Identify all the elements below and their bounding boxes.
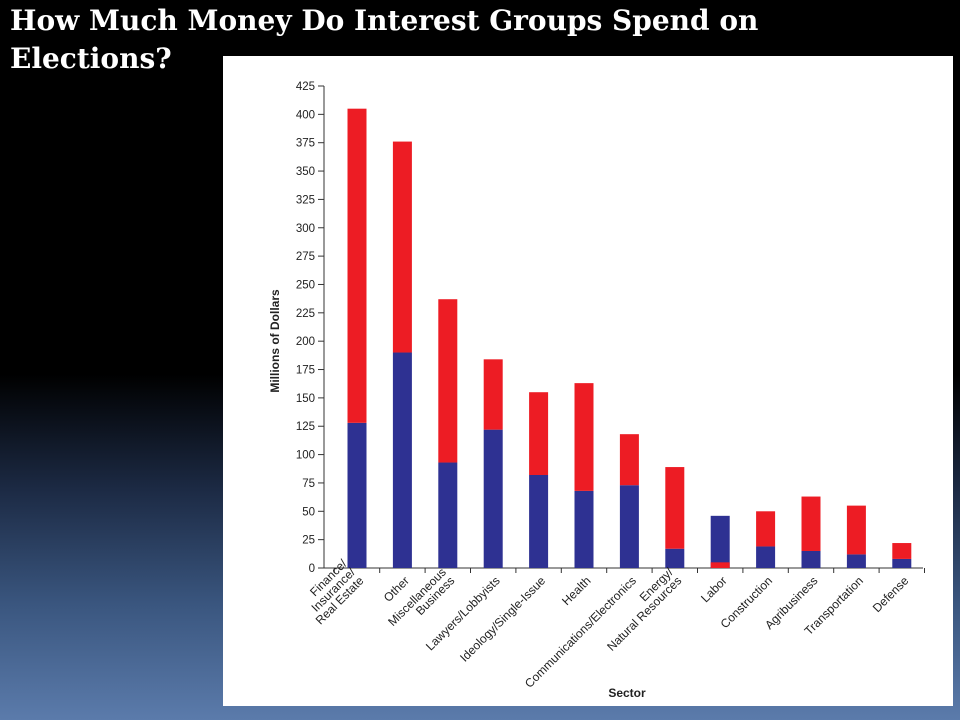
bar-segment-red [347, 108, 367, 423]
slide-title: How Much Money Do Interest Groups Spend … [10, 4, 759, 75]
bar-segment-red [483, 359, 503, 430]
bar-segment-blue [892, 558, 912, 568]
y-tick-label: 300 [296, 223, 315, 235]
y-tick-label: 325 [296, 194, 315, 206]
bar-segment-blue [710, 515, 730, 568]
y-tick-label: 425 [296, 81, 315, 93]
y-tick-label: 150 [296, 393, 315, 405]
x-axis-title: Sector [608, 686, 646, 700]
y-tick-label: 200 [296, 336, 315, 348]
y-tick-label: 25 [302, 535, 315, 547]
bar-segment-blue [665, 548, 685, 568]
y-tick-label: 350 [296, 166, 315, 178]
bar-segment-red [665, 467, 685, 549]
bar-segment-red [529, 392, 549, 476]
bar-segment-red [619, 434, 639, 486]
x-tick-label: Ideology/Single-Issue [457, 573, 548, 664]
bar-segment-blue [529, 475, 549, 568]
x-tick-label: Health [559, 574, 593, 608]
chart-panel: 0 25 50 75 100 125 150 175 200 225 250 275 300 325 350… [223, 56, 953, 706]
x-tick-label-line: Health [559, 574, 593, 608]
x-tick-label: Defense [870, 573, 912, 615]
y-tick-label: 250 [296, 279, 315, 291]
y-tick-label: 225 [296, 308, 315, 320]
bar-segment-blue [483, 429, 503, 568]
y-tick-label: 275 [296, 251, 315, 263]
y-tick-label: 375 [296, 138, 315, 150]
bar-segment-red [846, 505, 866, 555]
bar-segment-blue [619, 485, 639, 568]
x-tick-label-line: Labor [698, 574, 730, 606]
x-tick-label: Labor [698, 574, 730, 606]
bar-segment-red [756, 511, 776, 547]
y-tick-label: 400 [296, 109, 315, 121]
bar-segment-blue [347, 422, 367, 568]
bar-segment-blue [574, 490, 594, 568]
y-tick-label: 175 [296, 365, 315, 377]
x-tick-label-line: Defense [870, 573, 912, 615]
bar-segment-blue [438, 462, 458, 568]
bar-segment-red [574, 383, 594, 491]
bar-segment-red [801, 496, 821, 551]
y-axis-title: Millions of Dollars [268, 289, 282, 393]
x-tick-label-line: Ideology/Single-Issue [457, 573, 548, 664]
y-tick-label: 50 [302, 506, 315, 518]
y-tick-label: 100 [296, 450, 315, 462]
bar-segment-blue [801, 550, 821, 568]
y-tick-label: 125 [296, 421, 315, 433]
bar-segment-blue [756, 546, 776, 568]
bar-segment-red [438, 299, 458, 463]
y-tick-label: 75 [302, 478, 315, 490]
stacked-bar-chart: 0 25 50 75 100 125 150 175 200 225 250 275 300 325 350… [268, 81, 925, 700]
bar-segment-blue [392, 352, 412, 568]
bar-segment-red [710, 562, 730, 568]
bar-segment-blue [846, 554, 866, 568]
bar-segment-red [892, 543, 912, 559]
y-tick-label: 0 [309, 563, 315, 575]
bar-segment-red [392, 141, 412, 353]
